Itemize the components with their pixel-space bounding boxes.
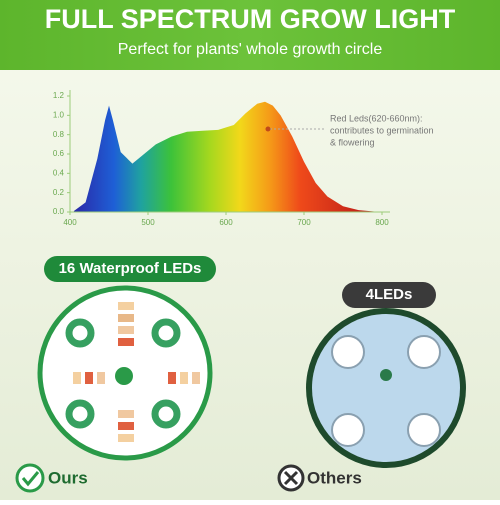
y-tick-label: 0.4	[53, 168, 65, 177]
center	[380, 369, 392, 381]
y-tick-label: 0.2	[53, 188, 65, 197]
y-tick-label: 1.2	[53, 91, 65, 100]
badge-text: 4LEDs	[366, 286, 413, 303]
annotation: & flowering	[330, 137, 375, 147]
annotation-dot	[265, 126, 271, 132]
check-mark	[21, 471, 40, 487]
x-tick-label: 400	[63, 218, 77, 227]
x-mark	[283, 470, 299, 486]
led-chips	[73, 302, 200, 442]
y-tick-label: 0.0	[53, 207, 65, 216]
badge	[44, 256, 216, 282]
header-band	[0, 0, 500, 70]
check-icon	[15, 463, 45, 493]
center	[115, 367, 133, 385]
y-tick-label: 0.6	[53, 149, 65, 158]
badge	[342, 282, 436, 308]
annotation: Red Leds(620-660nm):	[330, 113, 423, 123]
y-tick-label: 1.0	[53, 110, 65, 119]
annotation: contributes to germination	[330, 125, 434, 135]
subtitle: Perfect for plants' whole growth circle	[118, 41, 383, 58]
x-tick-label: 500	[141, 218, 155, 227]
leds	[331, 335, 441, 447]
title: FULL SPECTRUM GROW LIGHT	[45, 4, 456, 34]
others-label: Others	[307, 468, 362, 487]
rings	[65, 318, 181, 429]
spectrum-area	[73, 101, 375, 212]
x-tick-label: 700	[297, 218, 311, 227]
ours-label: Ours	[48, 468, 88, 487]
badge-text: 16 Waterproof LEDs	[59, 260, 202, 277]
x-tick-label: 800	[375, 218, 389, 227]
x-tick-label: 600	[219, 218, 233, 227]
spectrum-chart: 0.0 0.2 0.4 0.6 0.8 1.0 1.2 400 500 600 700 800 Red …	[53, 90, 434, 227]
y-tick-label: 0.8	[53, 130, 65, 139]
